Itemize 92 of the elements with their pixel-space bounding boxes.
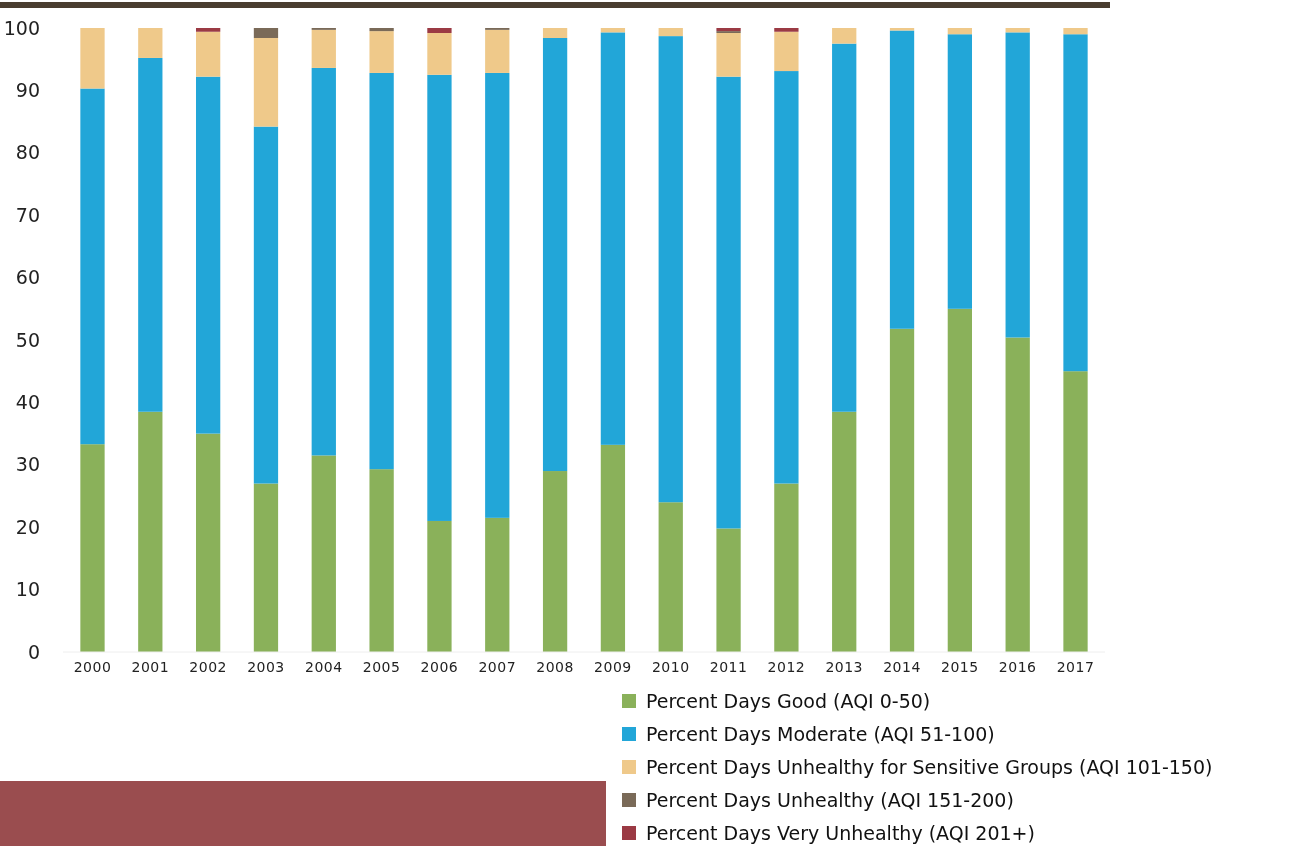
x-tick-label: 2015 — [941, 659, 979, 675]
bar — [832, 411, 857, 652]
y-tick-label: 90 — [15, 79, 40, 102]
bar — [658, 28, 683, 37]
x-tick-label: 2014 — [883, 659, 921, 675]
y-tick-label: 60 — [15, 266, 40, 289]
bar — [311, 67, 336, 456]
bar — [311, 29, 336, 68]
x-tick-label: 2017 — [1056, 659, 1095, 675]
y-tick-label: 50 — [15, 328, 40, 351]
bar — [600, 32, 626, 445]
x-tick-label: 2005 — [362, 659, 401, 675]
bar — [80, 88, 105, 445]
legend-label: Percent Days Good (AQI 0-50) — [646, 689, 931, 712]
bar — [253, 28, 279, 38]
x-tick-label: 2010 — [651, 659, 690, 675]
x-tick-label: 2007 — [478, 659, 517, 675]
legend-label: Percent Days Unhealthy for Sensitive Groups (AQI 101-150) — [646, 755, 1213, 778]
bar — [253, 483, 279, 652]
bar — [427, 74, 452, 521]
bar — [1005, 337, 1030, 652]
x-tick-label: 2008 — [536, 659, 574, 675]
bar — [889, 328, 915, 652]
bar — [1063, 371, 1088, 652]
x-tick-label: 2016 — [998, 659, 1037, 675]
y-tick-label: 20 — [15, 515, 40, 538]
bar — [138, 28, 163, 58]
bar — [832, 43, 857, 412]
bar — [716, 528, 741, 652]
bar — [774, 28, 799, 32]
x-tick-label: 2012 — [767, 659, 806, 675]
bar — [889, 30, 915, 329]
bar — [369, 72, 394, 470]
x-tick-label: 2001 — [131, 659, 170, 675]
y-tick-label: 30 — [15, 453, 40, 476]
bar — [774, 71, 799, 484]
bar — [716, 76, 741, 529]
y-tick-label: 0 — [27, 640, 40, 663]
bar — [369, 31, 394, 73]
bar — [600, 28, 626, 33]
y-tick-label: 10 — [15, 578, 40, 601]
bar — [485, 29, 510, 73]
bar — [427, 28, 452, 33]
bar — [542, 471, 568, 652]
bar — [311, 455, 336, 652]
bar — [138, 57, 163, 412]
y-tick-label: 40 — [15, 391, 40, 414]
bar — [774, 31, 799, 72]
legend-label: Percent Days Unhealthy (AQI 151-200) — [646, 788, 1014, 811]
bar — [542, 28, 568, 38]
y-tick-label: 70 — [15, 203, 40, 226]
x-tick-label: 2006 — [420, 659, 459, 675]
bar — [196, 76, 221, 434]
bar — [947, 308, 972, 652]
bar — [947, 34, 972, 309]
bar — [196, 31, 221, 77]
bar — [1063, 34, 1088, 372]
bar — [427, 520, 452, 652]
bar — [1005, 32, 1030, 338]
bar — [80, 444, 105, 652]
bar — [716, 32, 741, 77]
bar — [80, 28, 105, 89]
bar — [774, 483, 799, 652]
y-tick-label: 80 — [15, 141, 40, 164]
bar — [658, 36, 683, 503]
bar — [1063, 28, 1088, 35]
x-tick-label: 2009 — [594, 659, 632, 675]
bar — [427, 32, 452, 75]
y-tick-label: 100 — [3, 16, 40, 39]
bar — [196, 433, 221, 652]
legend-label: Percent Days Very Unhealthy (AQI 201+) — [646, 821, 1035, 844]
x-tick-label: 2003 — [247, 659, 285, 675]
legend-label: Percent Days Moderate (AQI 51-100) — [646, 722, 995, 745]
bar — [138, 411, 163, 652]
bar — [369, 28, 394, 32]
bar — [485, 517, 510, 652]
x-tick-label: 2000 — [73, 659, 112, 675]
bar — [1005, 28, 1030, 33]
x-tick-label: 2004 — [304, 659, 343, 675]
bar — [542, 37, 568, 472]
bar — [369, 469, 394, 652]
bar — [485, 72, 510, 518]
bar — [253, 37, 279, 127]
bar — [658, 502, 683, 652]
bar — [253, 126, 279, 484]
x-tick-label: 2013 — [825, 659, 864, 675]
bar — [832, 28, 857, 44]
bar — [600, 444, 626, 652]
bar — [947, 28, 972, 35]
bar — [196, 28, 221, 32]
x-tick-label: 2002 — [189, 659, 227, 675]
x-tick-label: 2011 — [709, 659, 748, 675]
